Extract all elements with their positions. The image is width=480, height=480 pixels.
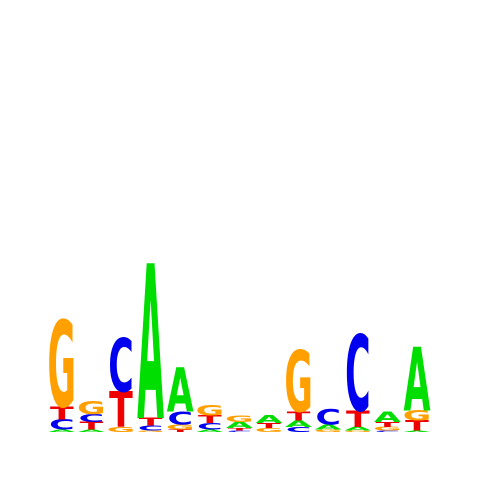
logo-letter-a: A <box>48 429 75 433</box>
logo-letter-t: T <box>198 414 222 426</box>
logo-letter-c: C <box>167 409 192 429</box>
logo-letter-t: T <box>228 427 252 431</box>
logo-letter-c: C <box>286 426 311 434</box>
logo-letter-c: C <box>49 417 74 433</box>
logo-letter-a: A <box>285 419 312 429</box>
logo-letter-a: A <box>196 429 223 433</box>
logo-letter-c: C <box>315 405 340 430</box>
logo-column-8: GTA <box>255 414 283 434</box>
logo-letter-a: A <box>137 221 164 468</box>
logo-letter-g: G <box>344 430 373 432</box>
logo-letter-a: A <box>404 330 431 431</box>
logo-letter-g: G <box>48 297 76 435</box>
logo-letter-a: A <box>256 414 283 426</box>
logo-letter-a: A <box>344 426 372 432</box>
logo-letter-g: G <box>373 426 401 432</box>
logo-letter-a: A <box>315 423 343 431</box>
logo-letter-a: A <box>226 420 253 430</box>
logo-letter-c: C <box>197 422 222 432</box>
logo-letter-g: G <box>403 408 431 424</box>
logo-letter-c: C <box>227 430 252 432</box>
logo-letter-t: T <box>287 410 311 424</box>
logo-letter-t: T <box>109 382 133 438</box>
logo-column-3: GTC <box>107 325 135 438</box>
logo-letter-c: C <box>138 424 163 432</box>
logo-letter-g: G <box>314 429 342 433</box>
logo-letter-t: T <box>80 420 104 432</box>
logo-column-10: GAC <box>314 405 343 433</box>
logo-letter-a: A <box>404 430 431 432</box>
logo-letter-t: T <box>139 416 163 428</box>
logo-letter-a: A <box>78 429 105 433</box>
logo-letter-g: G <box>255 427 283 433</box>
logo-letter-c: C <box>345 315 370 436</box>
logo-letter-a: A <box>167 355 194 426</box>
logo-letter-g: G <box>196 403 224 419</box>
logo-letter-t: T <box>346 406 370 432</box>
logo-letter-a: A <box>374 409 402 425</box>
logo-letter-g: G <box>166 423 194 431</box>
logo-letter-t: T <box>376 421 400 429</box>
logo-letter-g: G <box>107 426 135 434</box>
logo-letter-g: G <box>136 430 165 432</box>
logo-letter-c: C <box>108 325 133 409</box>
logo-letter-t: T <box>168 429 192 433</box>
logo-letter-t: T <box>50 404 74 424</box>
logo-letter-t: T <box>405 418 429 434</box>
logo-letter-g: G <box>225 414 253 424</box>
logo-letter-c: C <box>79 412 104 424</box>
logo-letter-g: G <box>284 336 312 433</box>
logo-letter-t: T <box>257 422 281 430</box>
logo-letter-c: C <box>375 430 400 432</box>
logo-letter-g: G <box>77 399 106 419</box>
